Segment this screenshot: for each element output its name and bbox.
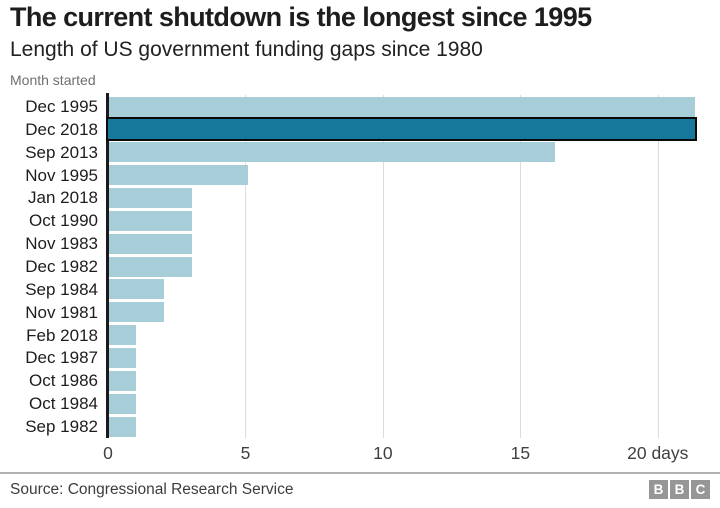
bar-track [108,278,720,301]
category-label: Dec 1982 [25,256,98,276]
bar-jan-2018 [108,187,192,208]
category-label: Dec 1987 [25,348,98,368]
bar-track [108,324,720,347]
x-tick-label: 10 [373,443,393,463]
bar-row: Nov 1983 [0,232,720,255]
bar-nov-1983 [108,233,192,254]
y-axis-line [105,93,109,438]
bar-chart: Dec 1995 Dec 2018 Sep 2013 Nov 1995 Jan 2018… [0,93,720,465]
category-label: Nov 1983 [25,234,98,254]
bar-row: Oct 1986 [0,369,720,392]
bar-oct-1986 [108,370,136,391]
footer: Source: Congressional Research Service B… [0,472,720,508]
bar-dec-1982 [108,256,192,277]
category-label: Oct 1990 [29,211,98,231]
bbc-logo-letter: B [649,480,668,499]
category-axis-label: Month started [10,72,96,88]
bar-track [108,415,720,438]
bar-track [108,186,720,209]
bar-row: Dec 1982 [0,255,720,278]
bar-track [108,369,720,392]
bar-row: Dec 2018 [0,117,720,142]
bar-row: Feb 2018 [0,324,720,347]
bar-dec-2018 [106,117,697,142]
bar-track [108,255,720,278]
bar-row: Nov 1981 [0,301,720,324]
bar-track [108,141,720,164]
bar-row: Oct 1984 [0,392,720,415]
category-label: Sep 2013 [25,142,98,162]
source-text: Source: Congressional Research Service [10,481,294,498]
bar-row: Sep 1982 [0,415,720,438]
bar-oct-1990 [108,210,192,231]
bar-track [106,117,720,142]
category-label: Sep 1982 [25,416,98,436]
x-tick-label: 0 [103,443,113,463]
category-label: Nov 1995 [25,165,98,185]
category-label: Jan 2018 [28,188,98,208]
bar-row: Sep 1984 [0,278,720,301]
bar-track [108,232,720,255]
bar-row: Sep 2013 [0,141,720,164]
bar-track [108,346,720,369]
bar-track [108,301,720,324]
bar-track [108,209,720,232]
x-tick-label: 20 days [627,443,689,463]
bar-sep-2013 [108,142,556,163]
bar-row: Jan 2018 [0,186,720,209]
category-label: Dec 1995 [25,96,98,116]
bar-dec-1995 [108,96,695,117]
bar-row: Dec 1987 [0,346,720,369]
chart-title: The current shutdown is the longest sinc… [10,2,592,32]
x-tick-label: 5 [240,443,251,463]
bar-sep-1982 [108,416,136,437]
bar-track [108,95,720,118]
bbc-logo-letter: B [670,480,689,499]
bar-feb-2018 [108,325,136,346]
category-label: Nov 1981 [25,302,98,322]
category-label: Feb 2018 [26,325,98,345]
chart-subtitle: Length of US government funding gaps sin… [10,38,483,61]
category-label: Dec 2018 [25,119,98,139]
gridline [657,95,659,438]
bar-row: Dec 1995 [0,95,720,118]
gridline [520,95,522,438]
bar-rows: Dec 1995 Dec 2018 Sep 2013 Nov 1995 Jan 2018… [0,95,720,438]
category-label: Oct 1986 [29,371,98,391]
bar-oct-1984 [108,393,136,414]
bar-row: Oct 1990 [0,209,720,232]
x-axis-tick-labels: 0 5 10 15 20 days [103,443,710,465]
category-label: Oct 1984 [29,394,98,414]
x-tick-label: 15 [510,443,531,463]
bbc-logo-letter: C [691,480,710,499]
bar-track [108,392,720,415]
category-label: Sep 1984 [25,279,98,299]
gridline [382,95,384,438]
bar-nov-1981 [108,302,164,323]
gridline [245,95,247,438]
bar-row: Nov 1995 [0,164,720,187]
bar-nov-1995 [108,165,248,186]
bar-sep-1984 [108,279,164,300]
bar-track [108,164,720,187]
bar-dec-1987 [108,347,136,368]
gridlines [108,95,710,438]
